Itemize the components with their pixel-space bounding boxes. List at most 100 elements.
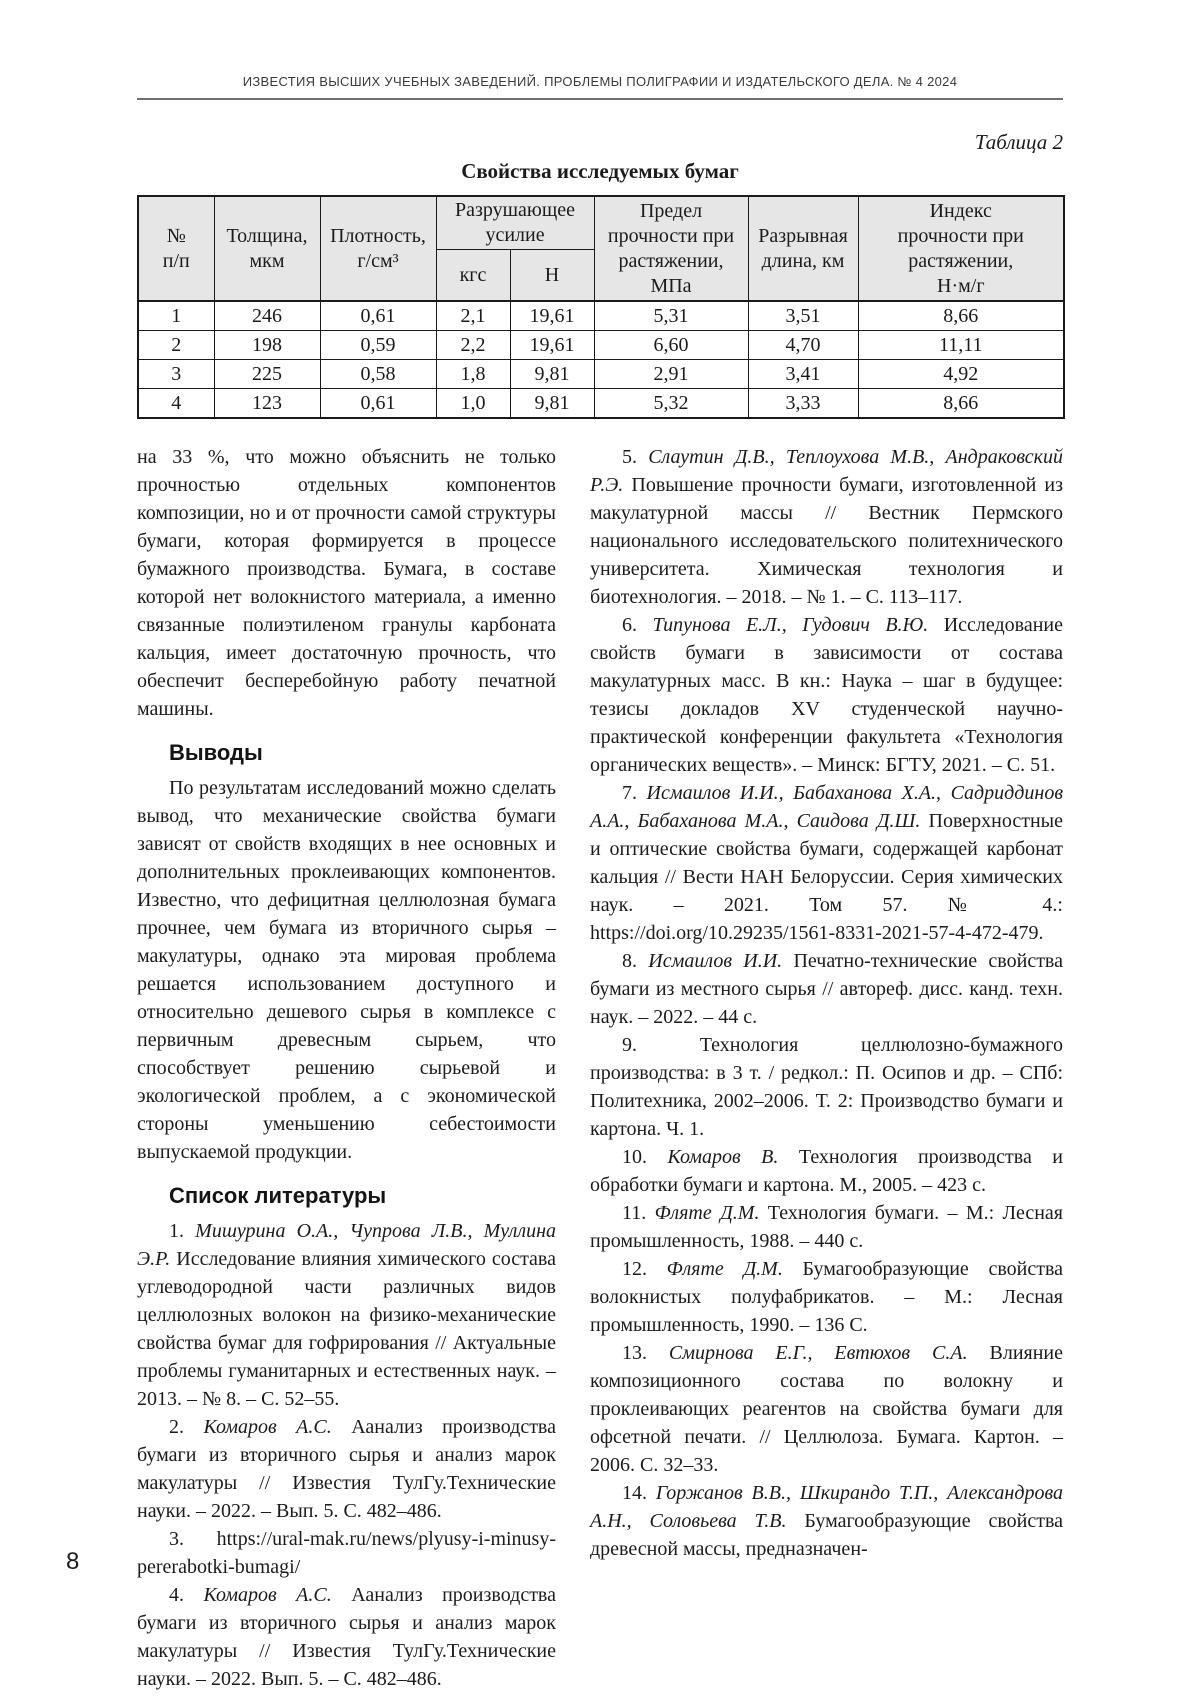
table-cell: 0,58 bbox=[319, 359, 437, 389]
reference-text: Поверхностные и оптические свойства бума… bbox=[590, 810, 1063, 944]
paper-properties-table: № п/п Толщина, мкм Плотность, г/см³ Разр… bbox=[137, 195, 1066, 419]
reference-item: 11. Фляте Д.М. Технология бумаги. – М.: … bbox=[590, 1199, 1063, 1255]
reference-number: 14. bbox=[622, 1482, 656, 1504]
reference-number: 2. bbox=[169, 1416, 204, 1438]
reference-number: 11. bbox=[622, 1202, 655, 1224]
reference-number: 5. bbox=[622, 446, 649, 468]
table-cell: 1,0 bbox=[435, 388, 511, 419]
table-label: Таблица 2 bbox=[974, 130, 1063, 154]
table-cell: 0,61 bbox=[319, 388, 437, 419]
table-cell: 3,51 bbox=[747, 300, 859, 331]
table-cell: 0,61 bbox=[319, 300, 437, 331]
col-header-number: № п/п bbox=[137, 195, 215, 302]
reference-text: Исследование свойств бумаги в зависимост… bbox=[590, 614, 1064, 776]
reference-item: 10. Комаров В. Технология производства и… bbox=[590, 1143, 1063, 1199]
reference-number: 9. bbox=[622, 1034, 700, 1056]
reference-item: 8. Исмаилов И.И. Печатно-технические сво… bbox=[590, 947, 1063, 1031]
table-cell: 9,81 bbox=[509, 388, 595, 419]
reference-item: 1. Мишурина О.А., Чупрова Л.В., Муллина … bbox=[137, 1217, 556, 1413]
reference-item: 6. Типунова Е.Л., Гудович В.Ю. Исследова… bbox=[590, 611, 1063, 779]
body-paragraph: По результатам исследований можно сделат… bbox=[137, 777, 556, 1163]
reference-authors: Смирнова Е.Г., Евтюхов С.А. bbox=[668, 1342, 968, 1364]
reference-item: 13. Смирнова Е.Г., Евтюхов С.А. Влияние … bbox=[590, 1339, 1063, 1479]
reference-authors: Фляте Д.М. bbox=[666, 1258, 783, 1280]
reference-text: Влияние композиционного состава по волок… bbox=[590, 1342, 1064, 1476]
reference-authors: Фляте Д.М. bbox=[654, 1202, 760, 1224]
table-row: 1 246 0,61 2,1 19,61 5,31 3,51 8,66 bbox=[137, 300, 1065, 331]
col-header-kgf: кгс bbox=[435, 249, 511, 302]
references-heading: Список литературы bbox=[169, 1183, 387, 1208]
table-row: 4 123 0,61 1,0 9,81 5,32 3,33 8,66 bbox=[137, 388, 1065, 419]
reference-number: 7. bbox=[622, 782, 647, 804]
reference-item: 7. Исмаилов И.И., Бабаханова Х.А., Садри… bbox=[590, 779, 1063, 947]
reference-text: Бумагообразующие свойства древесной масс… bbox=[590, 1510, 1064, 1560]
table-cell: 246 bbox=[213, 300, 321, 331]
reference-item: 3. https://ural-mak.ru/news/plyusy-i-min… bbox=[137, 1525, 556, 1581]
reference-item: 14. Горжанов В.В., Шкирандо Т.П., Алекса… bbox=[590, 1479, 1063, 1563]
reference-number: 13. bbox=[622, 1342, 669, 1364]
reference-text: Аанализ производства бумаги из вторичног… bbox=[137, 1416, 556, 1522]
reference-text: Печатно-технические свойства бумаги из м… bbox=[590, 950, 1063, 1028]
reference-item: 9. Технология целлюлозно-бумажного произ… bbox=[590, 1031, 1063, 1143]
reference-number: 6. bbox=[622, 614, 653, 636]
table-cell: 198 bbox=[213, 330, 321, 360]
table-cell: 5,32 bbox=[593, 388, 749, 419]
table-cell: 19,61 bbox=[509, 300, 595, 331]
conclusions-heading: Выводы bbox=[169, 740, 263, 765]
left-column: на 33 %, что можно объяснить не только п… bbox=[137, 443, 556, 1693]
reference-text: Исследование влияния химического состава… bbox=[137, 1248, 556, 1410]
two-column-text: на 33 %, что можно объяснить не только п… bbox=[137, 443, 1063, 1693]
reference-authors: Исмаилов И.И., Бабаханова Х.А., Садридди… bbox=[590, 782, 1063, 832]
reference-authors: Исмаилов И.И. bbox=[648, 950, 783, 972]
table-cell: 1,8 bbox=[435, 359, 511, 389]
table-title: Свойства исследуемых бумаг bbox=[461, 159, 739, 183]
reference-text: Технология целлюлозно-бумажного производ… bbox=[590, 1034, 1063, 1140]
table-cell: 4,92 bbox=[857, 359, 1065, 389]
right-column: 5. Слаутин Д.В., Теплоухова М.В., Андрак… bbox=[590, 443, 1063, 1693]
reference-authors: Горжанов В.В., Шкирандо Т.П., Александро… bbox=[590, 1482, 1063, 1532]
table-cell: 3 bbox=[137, 359, 215, 389]
reference-authors: Мишурина О.А., Чупрова Л.В., Муллина Э.Р… bbox=[137, 1220, 557, 1270]
col-header-tensile-strength: Предел прочности при растяжении, МПа bbox=[593, 195, 749, 302]
table-cell: 5,31 bbox=[593, 300, 749, 331]
reference-number: 12. bbox=[622, 1258, 667, 1280]
table-cell: 11,11 bbox=[857, 330, 1065, 360]
reference-text: Повышение прочности бумаги, изготовленно… bbox=[590, 474, 1063, 608]
reference-text: Технология производства и обработки бума… bbox=[590, 1146, 1064, 1196]
body-paragraph: на 33 %, что можно объяснить не только п… bbox=[137, 446, 556, 720]
table-cell: 225 bbox=[213, 359, 321, 389]
table-row: 2 198 0,59 2,2 19,61 6,60 4,70 11,11 bbox=[137, 330, 1065, 360]
reference-number: 10. bbox=[622, 1146, 668, 1168]
table-cell: 2,1 bbox=[435, 300, 511, 331]
table-cell: 8,66 bbox=[857, 300, 1065, 331]
reference-number: 4. bbox=[169, 1584, 204, 1606]
col-header-strength-index: Индекс прочности при растяжении, Н·м/г bbox=[857, 195, 1065, 302]
reference-item: 12. Фляте Д.М. Бумагообразующие свойства… bbox=[590, 1255, 1063, 1339]
table-cell: 0,59 bbox=[319, 330, 437, 360]
reference-authors: Комаров А.С. bbox=[203, 1416, 332, 1438]
table-row: 3 225 0,58 1,8 9,81 2,91 3,41 4,92 bbox=[137, 359, 1065, 389]
table-cell: 2,2 bbox=[435, 330, 511, 360]
reference-text: Технология бумаги. – М.: Лесная промышле… bbox=[590, 1202, 1063, 1252]
table-cell: 2,91 bbox=[593, 359, 749, 389]
col-header-breaking-length: Разрывная длина, км bbox=[747, 195, 859, 302]
reference-number: 1. bbox=[169, 1220, 196, 1242]
header-rule bbox=[137, 98, 1063, 100]
table-cell: 3,33 bbox=[747, 388, 859, 419]
reference-text: Бумагообразующие свойства волокнистых по… bbox=[590, 1258, 1064, 1336]
table-cell: 2 bbox=[137, 330, 215, 360]
reference-authors: Комаров В. bbox=[667, 1146, 779, 1168]
table-cell: 4 bbox=[137, 388, 215, 419]
col-header-newton: Н bbox=[509, 249, 595, 302]
table-cell: 1 bbox=[137, 300, 215, 331]
reference-authors: Типунова Е.Л., Гудович В.Ю. bbox=[652, 614, 929, 636]
table-cell: 19,61 bbox=[509, 330, 595, 360]
page-number: 8 bbox=[66, 1548, 80, 1575]
col-header-thickness: Толщина, мкм bbox=[213, 195, 321, 302]
reference-item: 4. Комаров А.С. Аанализ производства бум… bbox=[137, 1581, 556, 1693]
table-cell: 6,60 bbox=[593, 330, 749, 360]
table-cell: 9,81 bbox=[509, 359, 595, 389]
table-cell: 8,66 bbox=[857, 388, 1065, 419]
reference-authors: Комаров А.С. bbox=[203, 1584, 332, 1606]
